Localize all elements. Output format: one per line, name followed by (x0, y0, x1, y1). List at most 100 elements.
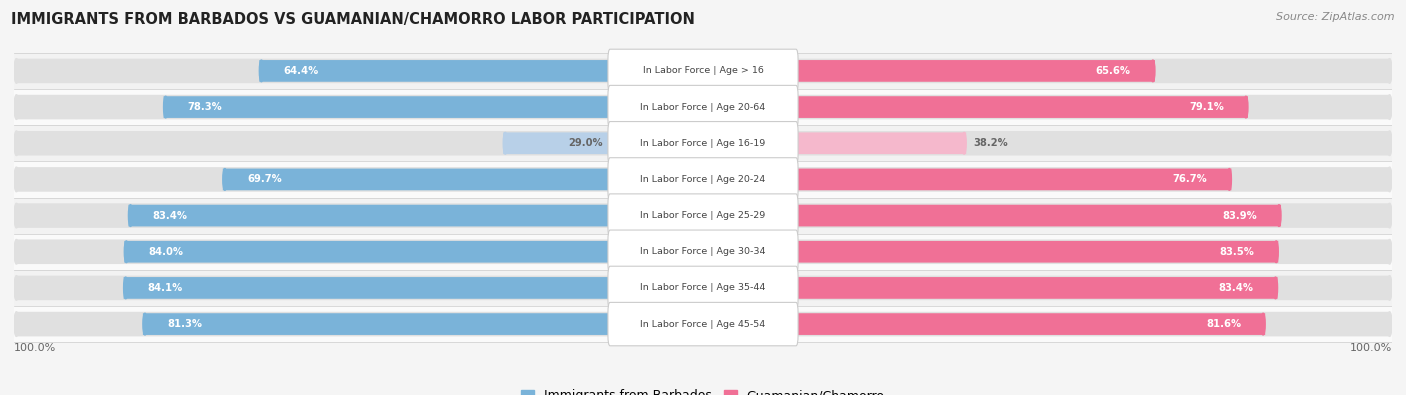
Circle shape (124, 277, 128, 299)
Circle shape (1388, 167, 1392, 192)
Circle shape (1388, 312, 1392, 337)
FancyBboxPatch shape (796, 58, 1389, 83)
FancyBboxPatch shape (17, 131, 610, 156)
FancyBboxPatch shape (607, 266, 799, 310)
Bar (14, 234, 1392, 270)
Circle shape (1388, 239, 1392, 264)
FancyBboxPatch shape (607, 194, 799, 237)
Circle shape (1227, 169, 1232, 190)
FancyBboxPatch shape (503, 132, 610, 154)
FancyBboxPatch shape (607, 122, 799, 165)
FancyBboxPatch shape (796, 169, 1232, 190)
Circle shape (14, 131, 18, 156)
Circle shape (128, 205, 132, 226)
Text: In Labor Force | Age 35-44: In Labor Force | Age 35-44 (640, 284, 766, 292)
FancyBboxPatch shape (163, 96, 610, 118)
Text: IMMIGRANTS FROM BARBADOS VS GUAMANIAN/CHAMORRO LABOR PARTICIPATION: IMMIGRANTS FROM BARBADOS VS GUAMANIAN/CH… (11, 12, 695, 27)
FancyBboxPatch shape (17, 58, 610, 83)
Text: In Labor Force | Age 20-64: In Labor Force | Age 20-64 (640, 103, 766, 111)
Circle shape (14, 95, 18, 119)
FancyBboxPatch shape (607, 85, 799, 129)
Circle shape (14, 239, 18, 264)
Text: 81.3%: 81.3% (167, 319, 202, 329)
Text: 83.9%: 83.9% (1222, 211, 1257, 220)
Text: 38.2%: 38.2% (973, 138, 1008, 148)
Text: 81.6%: 81.6% (1206, 319, 1241, 329)
Text: In Labor Force | Age 25-29: In Labor Force | Age 25-29 (640, 211, 766, 220)
Circle shape (1274, 277, 1278, 299)
Text: 100.0%: 100.0% (1350, 342, 1392, 353)
Bar (14, 125, 1392, 161)
FancyBboxPatch shape (796, 60, 1154, 82)
Circle shape (1261, 313, 1265, 335)
FancyBboxPatch shape (796, 132, 966, 154)
Circle shape (143, 313, 148, 335)
FancyBboxPatch shape (124, 241, 610, 263)
Bar (14, 53, 1392, 89)
Text: 100.0%: 100.0% (14, 342, 56, 353)
Circle shape (1388, 203, 1392, 228)
Text: 84.1%: 84.1% (148, 283, 183, 293)
Circle shape (962, 132, 966, 154)
Circle shape (1274, 241, 1278, 263)
FancyBboxPatch shape (607, 158, 799, 201)
Legend: Immigrants from Barbados, Guamanian/Chamorro: Immigrants from Barbados, Guamanian/Cham… (516, 384, 890, 395)
FancyBboxPatch shape (17, 203, 610, 228)
Circle shape (222, 169, 226, 190)
Text: 69.7%: 69.7% (247, 175, 281, 184)
Text: In Labor Force | Age 30-34: In Labor Force | Age 30-34 (640, 247, 766, 256)
Circle shape (1388, 276, 1392, 300)
FancyBboxPatch shape (796, 131, 1389, 156)
FancyBboxPatch shape (607, 49, 799, 92)
FancyBboxPatch shape (796, 239, 1389, 264)
Bar (14, 270, 1392, 306)
FancyBboxPatch shape (143, 313, 610, 335)
Circle shape (14, 312, 18, 337)
FancyBboxPatch shape (796, 167, 1389, 192)
FancyBboxPatch shape (222, 169, 610, 190)
Circle shape (1388, 131, 1392, 156)
Text: 83.5%: 83.5% (1219, 247, 1254, 257)
FancyBboxPatch shape (796, 95, 1389, 119)
Text: 83.4%: 83.4% (1219, 283, 1254, 293)
Circle shape (14, 167, 18, 192)
Circle shape (14, 58, 18, 83)
Text: 64.4%: 64.4% (284, 66, 319, 76)
FancyBboxPatch shape (124, 277, 610, 299)
FancyBboxPatch shape (796, 205, 1281, 226)
FancyBboxPatch shape (17, 95, 610, 119)
Circle shape (259, 60, 263, 82)
Bar (14, 161, 1392, 198)
FancyBboxPatch shape (796, 277, 1278, 299)
Text: 76.7%: 76.7% (1173, 175, 1208, 184)
Text: 84.0%: 84.0% (149, 247, 183, 257)
Text: In Labor Force | Age 45-54: In Labor Force | Age 45-54 (640, 320, 766, 329)
Text: 29.0%: 29.0% (568, 138, 603, 148)
FancyBboxPatch shape (17, 312, 610, 337)
Text: In Labor Force | Age 20-24: In Labor Force | Age 20-24 (640, 175, 766, 184)
Circle shape (1277, 205, 1281, 226)
Circle shape (1388, 95, 1392, 119)
Circle shape (163, 96, 167, 118)
Text: 65.6%: 65.6% (1095, 66, 1130, 76)
FancyBboxPatch shape (607, 303, 799, 346)
Bar (14, 198, 1392, 234)
FancyBboxPatch shape (796, 241, 1278, 263)
Text: In Labor Force | Age > 16: In Labor Force | Age > 16 (643, 66, 763, 75)
FancyBboxPatch shape (796, 203, 1389, 228)
Circle shape (14, 276, 18, 300)
Bar (14, 89, 1392, 125)
Text: In Labor Force | Age 16-19: In Labor Force | Age 16-19 (640, 139, 766, 148)
FancyBboxPatch shape (607, 230, 799, 273)
Circle shape (503, 132, 508, 154)
Circle shape (1244, 96, 1249, 118)
FancyBboxPatch shape (17, 239, 610, 264)
Text: 79.1%: 79.1% (1189, 102, 1223, 112)
Circle shape (124, 241, 128, 263)
FancyBboxPatch shape (259, 60, 610, 82)
Text: 83.4%: 83.4% (152, 211, 187, 220)
FancyBboxPatch shape (17, 167, 610, 192)
FancyBboxPatch shape (128, 205, 610, 226)
FancyBboxPatch shape (796, 96, 1249, 118)
FancyBboxPatch shape (796, 276, 1389, 300)
